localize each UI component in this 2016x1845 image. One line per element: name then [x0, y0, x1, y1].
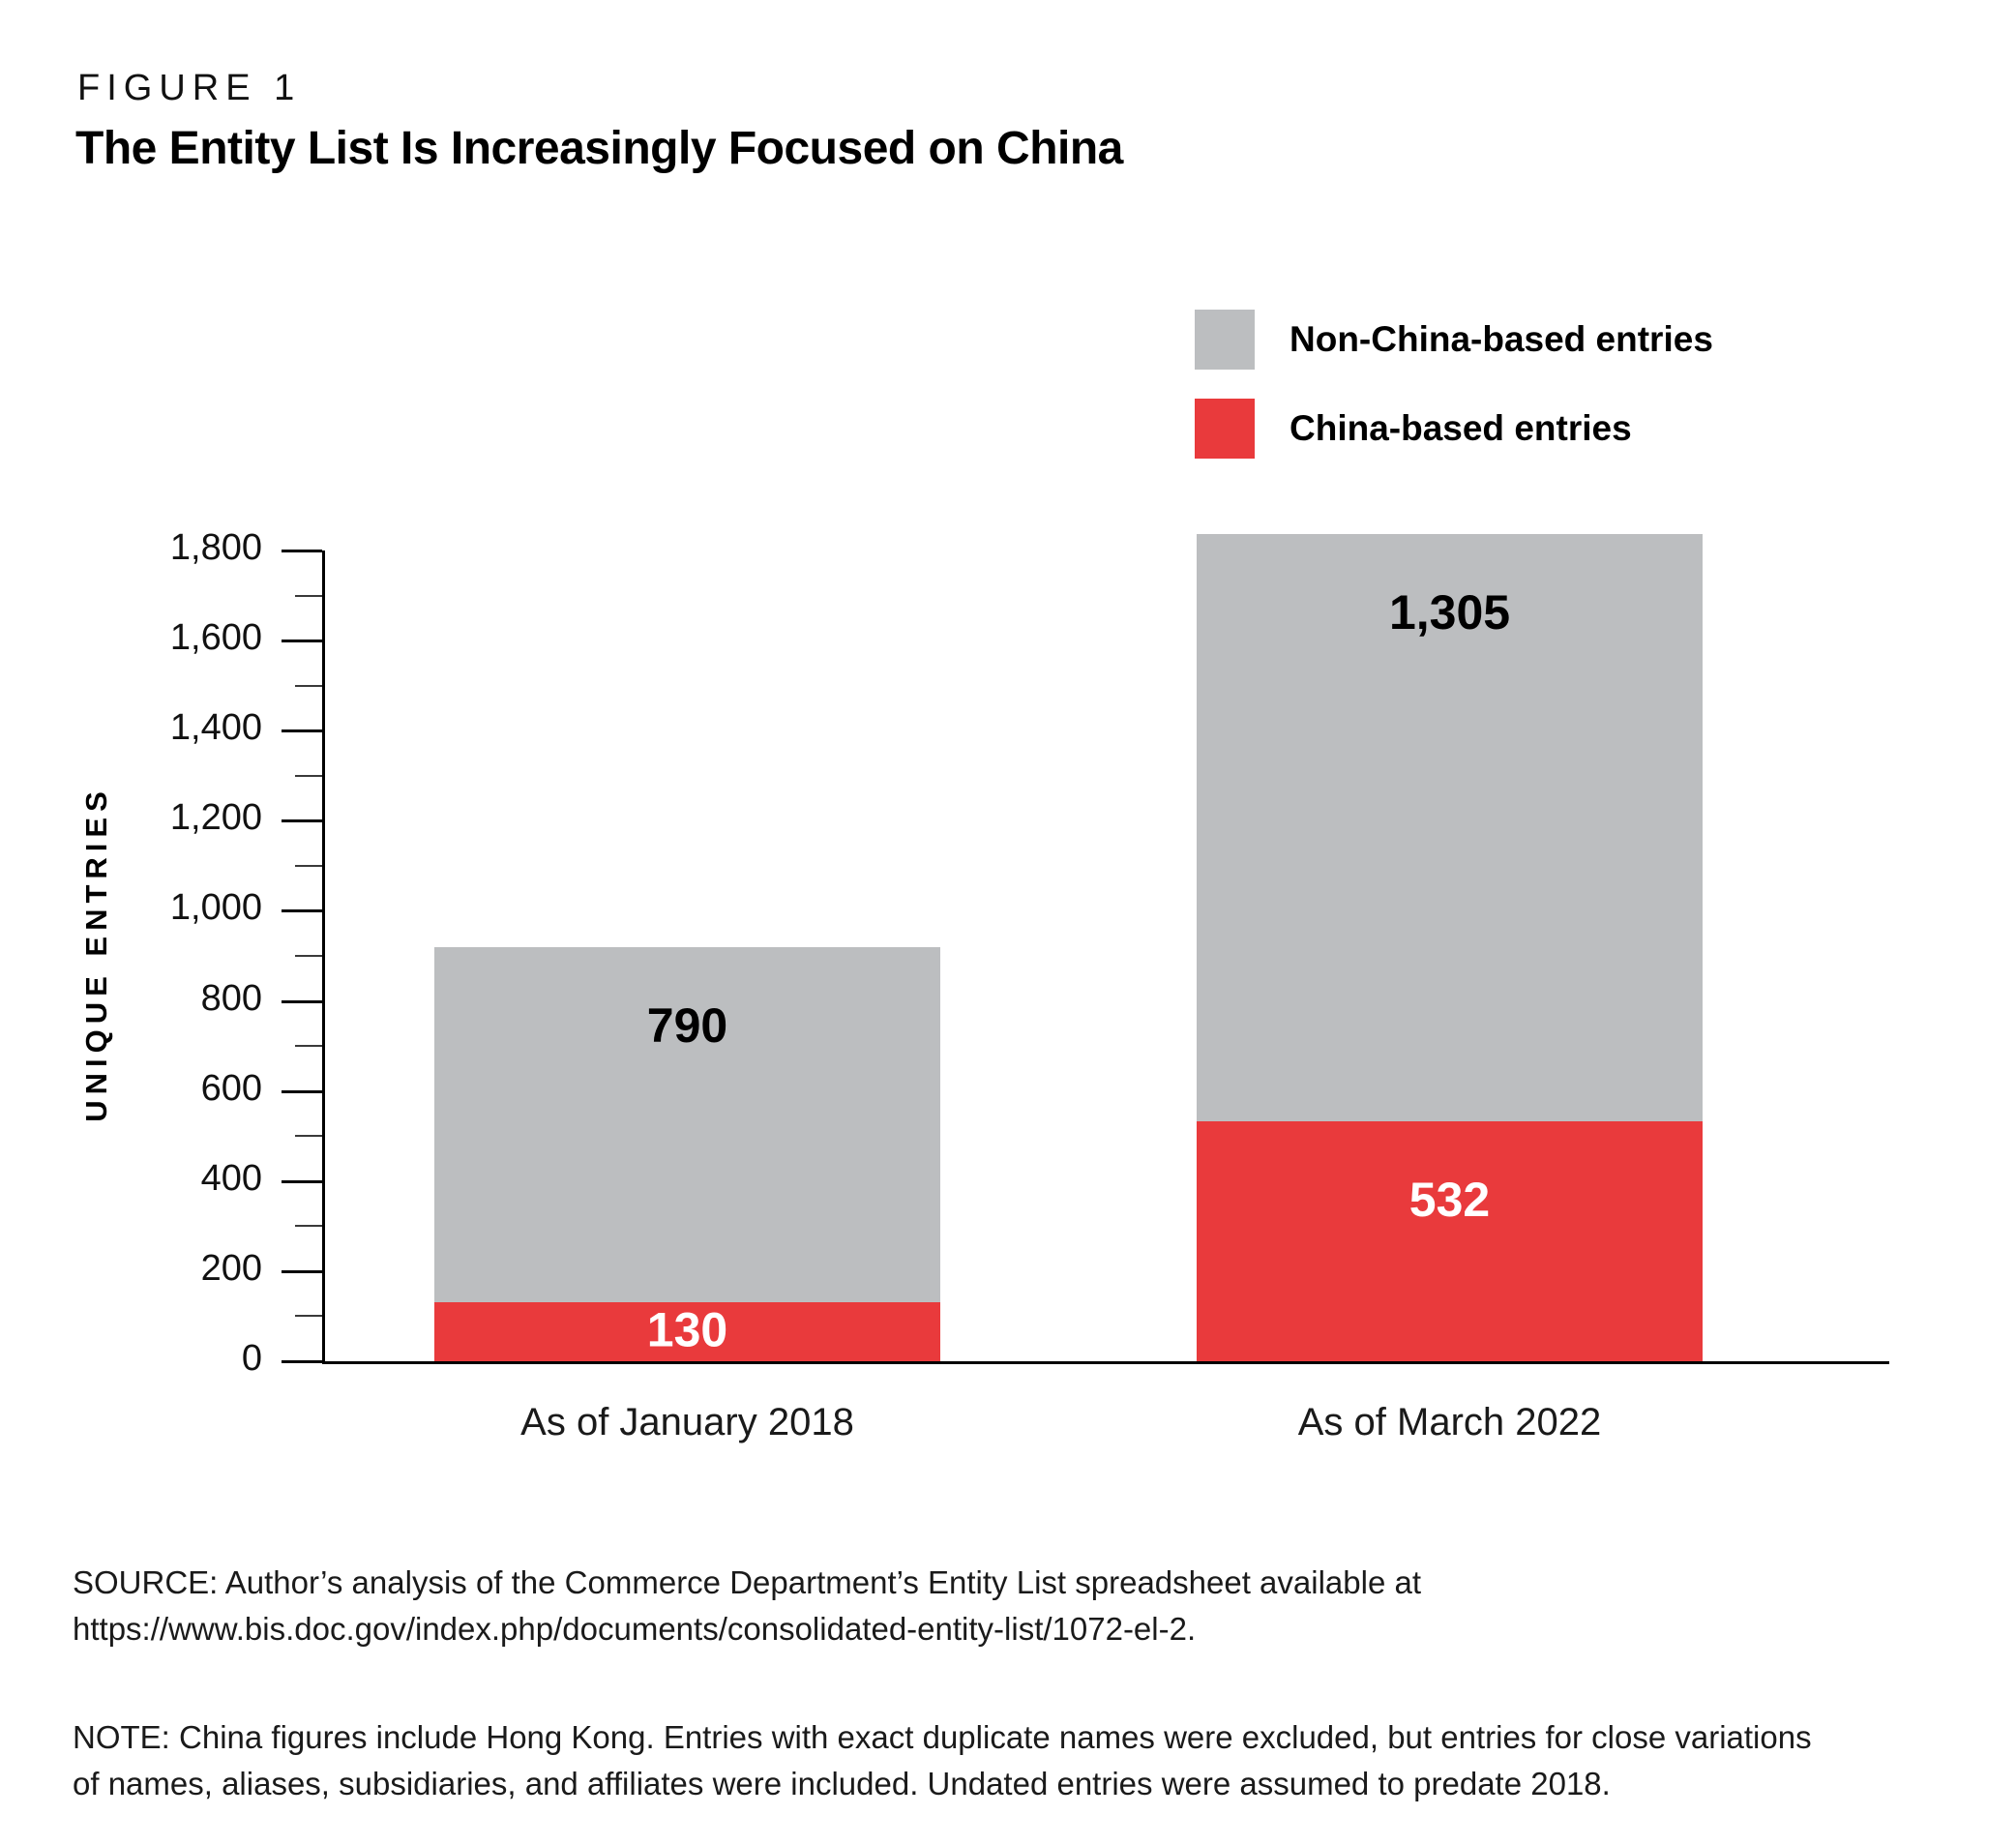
- y-axis-major-tick: [282, 640, 322, 643]
- y-axis-minor-tick: [295, 1045, 322, 1048]
- x-axis-line: [322, 1361, 1889, 1364]
- y-tick-label: 1,800: [169, 527, 262, 568]
- figure-label: FIGURE 1: [77, 68, 302, 108]
- legend-swatch-red: [1195, 399, 1255, 459]
- y-axis-minor-tick: [295, 1315, 322, 1318]
- y-axis-line: [322, 551, 325, 1361]
- y-axis-major-tick: [282, 1089, 322, 1093]
- y-axis-major-tick: [282, 999, 322, 1003]
- legend-item-non-china: Non-China-based entries: [1195, 310, 1713, 370]
- note-line: of names, aliases, subsidiaries, and aff…: [73, 1766, 1611, 1801]
- y-tick-label: 800: [200, 977, 262, 1019]
- bar-value-label: 130: [646, 1302, 728, 1357]
- bar-segment-non-china: 1,305: [1197, 533, 1703, 1122]
- y-axis-minor-tick: [295, 1225, 322, 1228]
- source-line: SOURCE: Author’s analysis of the Commerc…: [73, 1564, 1421, 1600]
- y-tick-label: 0: [241, 1338, 262, 1379]
- bar-segment-china: 532: [1197, 1121, 1703, 1361]
- bar-value-label: 532: [1408, 1173, 1491, 1228]
- source-text: SOURCE: Author’s analysis of the Commerc…: [73, 1560, 1969, 1652]
- chart-title: The Entity List Is Increasingly Focused …: [75, 123, 1123, 174]
- y-tick-label: 1,200: [169, 797, 262, 839]
- legend-item-china: China-based entries: [1195, 399, 1632, 459]
- source-line: https://www.bis.doc.gov/index.php/docume…: [73, 1611, 1197, 1647]
- y-tick-label: 1,000: [169, 887, 262, 929]
- y-axis-major-tick: [282, 819, 322, 823]
- bar-value-label: 1,305: [1388, 584, 1511, 640]
- note-text: NOTE: China figures include Hong Kong. E…: [73, 1714, 1998, 1807]
- y-axis-minor-tick: [295, 1135, 322, 1138]
- y-axis-minor-tick: [295, 684, 322, 687]
- legend-swatch-gray: [1195, 310, 1255, 370]
- y-axis-major-tick: [282, 1360, 322, 1363]
- y-axis-minor-tick: [295, 594, 322, 597]
- y-axis-major-tick: [282, 909, 322, 913]
- x-category-label: As of March 2022: [1297, 1401, 1602, 1443]
- y-tick-label: 1,600: [169, 617, 262, 659]
- y-tick-label: 1,400: [169, 707, 262, 749]
- y-axis-major-tick: [282, 729, 322, 733]
- bar-value-label: 790: [646, 997, 728, 1053]
- legend-label: China-based entries: [1290, 408, 1632, 448]
- y-axis-major-tick: [282, 1269, 322, 1273]
- y-axis-minor-tick: [295, 955, 322, 957]
- y-axis-minor-tick: [295, 774, 322, 777]
- y-tick-label: 200: [200, 1247, 262, 1289]
- y-tick-label: 600: [200, 1067, 262, 1109]
- y-axis-major-tick: [282, 1179, 322, 1183]
- note-line: NOTE: China figures include Hong Kong. E…: [73, 1719, 1812, 1755]
- bar-segment-non-china: 790: [434, 946, 940, 1303]
- bar-segment-china: 130: [434, 1302, 940, 1361]
- y-axis-major-tick: [282, 550, 322, 552]
- x-category-label: As of January 2018: [520, 1401, 854, 1443]
- y-axis-minor-tick: [295, 864, 322, 867]
- y-tick-label: 400: [200, 1157, 262, 1199]
- legend-label: Non-China-based entries: [1290, 319, 1713, 359]
